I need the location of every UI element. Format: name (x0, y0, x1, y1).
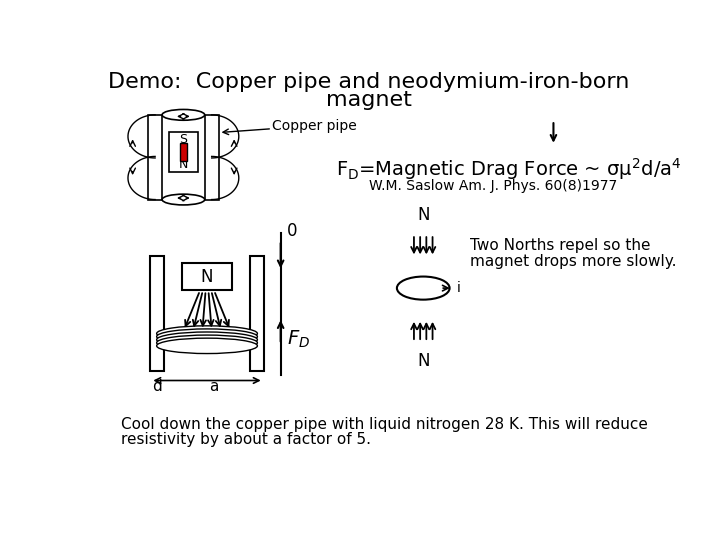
Text: Cool down the copper pipe with liquid nitrogen 28 K. This will reduce: Cool down the copper pipe with liquid ni… (121, 417, 648, 433)
Text: 0: 0 (287, 222, 297, 240)
Bar (150, 256, 164, 372)
Text: resistivity by about a factor of 5.: resistivity by about a factor of 5. (121, 432, 371, 447)
Bar (204, 115, 219, 200)
Ellipse shape (157, 329, 258, 345)
Bar (179, 143, 187, 161)
Text: $\mathregular{F_D}$=Magnetic Drag Force ~ $\mathregular{\sigma\mu^2}$d/a$\mathre: $\mathregular{F_D}$=Magnetic Drag Force … (336, 156, 682, 181)
Text: N: N (179, 158, 188, 171)
Bar (168, 132, 198, 172)
Text: i: i (456, 281, 461, 295)
Text: magnet: magnet (326, 90, 412, 110)
Ellipse shape (157, 326, 258, 341)
Text: N: N (417, 352, 430, 370)
Ellipse shape (157, 338, 258, 354)
Text: S: S (179, 133, 187, 146)
Text: N: N (417, 206, 430, 224)
Text: N: N (201, 268, 213, 286)
Text: Two Norths repel so the: Two Norths repel so the (469, 238, 650, 253)
Text: W.M. Saslow Am. J. Phys. 60(8)1977: W.M. Saslow Am. J. Phys. 60(8)1977 (369, 179, 617, 193)
Bar (182, 264, 233, 291)
Bar (148, 115, 162, 200)
Text: d: d (152, 379, 162, 394)
Text: magnet drops more slowly.: magnet drops more slowly. (469, 254, 676, 268)
Text: Demo:  Copper pipe and neodymium-iron-born: Demo: Copper pipe and neodymium-iron-bor… (108, 72, 630, 92)
Ellipse shape (162, 194, 204, 205)
Ellipse shape (397, 276, 449, 300)
Ellipse shape (157, 332, 258, 347)
Bar (250, 256, 264, 372)
Text: a: a (210, 379, 219, 394)
Text: Copper pipe: Copper pipe (272, 119, 357, 133)
Ellipse shape (157, 335, 258, 350)
Text: $F_D$: $F_D$ (287, 328, 310, 349)
Ellipse shape (162, 110, 204, 120)
